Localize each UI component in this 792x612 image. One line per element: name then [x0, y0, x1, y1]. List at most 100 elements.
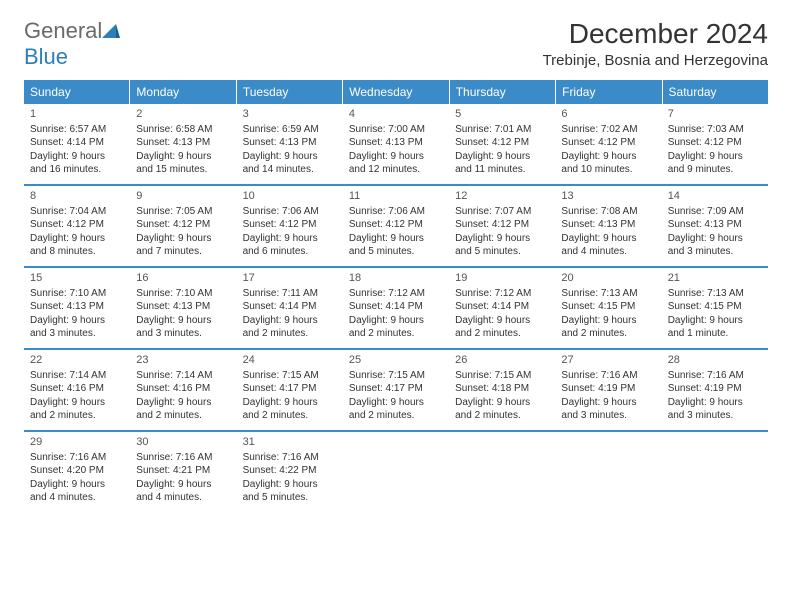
daylight-label: Daylight: 9 hours and 2 minutes.: [30, 396, 124, 423]
day-number: 1: [30, 107, 124, 122]
day-number: 24: [243, 353, 337, 368]
daylight-label: Daylight: 9 hours and 7 minutes.: [136, 232, 230, 259]
daylight-label: Daylight: 9 hours and 2 minutes.: [136, 396, 230, 423]
sunset-label: Sunset: 4:12 PM: [455, 136, 549, 150]
brand-word1: General: [24, 18, 102, 43]
sunrise-label: Sunrise: 7:07 AM: [455, 205, 549, 219]
day-number: 18: [349, 271, 443, 286]
sunset-label: Sunset: 4:12 PM: [455, 218, 549, 232]
week-row: 22Sunrise: 7:14 AMSunset: 4:16 PMDayligh…: [24, 348, 768, 430]
day-number: 7: [668, 107, 762, 122]
sunset-label: Sunset: 4:14 PM: [455, 300, 549, 314]
day-number: 13: [561, 189, 655, 204]
sunset-label: Sunset: 4:12 PM: [668, 136, 762, 150]
month-title: December 2024: [543, 18, 768, 50]
sunset-label: Sunset: 4:14 PM: [349, 300, 443, 314]
sunset-label: Sunset: 4:15 PM: [561, 300, 655, 314]
daylight-label: Daylight: 9 hours and 9 minutes.: [668, 150, 762, 177]
day-number: 27: [561, 353, 655, 368]
day-cell: 21Sunrise: 7:13 AMSunset: 4:15 PMDayligh…: [662, 268, 768, 348]
daylight-label: Daylight: 9 hours and 5 minutes.: [455, 232, 549, 259]
sunset-label: Sunset: 4:13 PM: [349, 136, 443, 150]
day-number: 21: [668, 271, 762, 286]
sunset-label: Sunset: 4:13 PM: [30, 300, 124, 314]
sunrise-label: Sunrise: 7:06 AM: [243, 205, 337, 219]
day-cell: 20Sunrise: 7:13 AMSunset: 4:15 PMDayligh…: [555, 268, 661, 348]
day-cell: 9Sunrise: 7:05 AMSunset: 4:12 PMDaylight…: [130, 186, 236, 266]
day-cell: 15Sunrise: 7:10 AMSunset: 4:13 PMDayligh…: [24, 268, 130, 348]
sunrise-label: Sunrise: 7:15 AM: [243, 369, 337, 383]
weekday-header: Friday: [556, 80, 662, 104]
daylight-label: Daylight: 9 hours and 6 minutes.: [243, 232, 337, 259]
day-cell: 16Sunrise: 7:10 AMSunset: 4:13 PMDayligh…: [130, 268, 236, 348]
day-cell: [449, 432, 555, 512]
day-number: 15: [30, 271, 124, 286]
sunrise-label: Sunrise: 7:12 AM: [349, 287, 443, 301]
weekday-header: Thursday: [450, 80, 556, 104]
sunrise-label: Sunrise: 7:01 AM: [455, 123, 549, 137]
daylight-label: Daylight: 9 hours and 3 minutes.: [561, 396, 655, 423]
brand-text: General Blue: [24, 18, 120, 70]
day-cell: 10Sunrise: 7:06 AMSunset: 4:12 PMDayligh…: [237, 186, 343, 266]
daylight-label: Daylight: 9 hours and 2 minutes.: [349, 396, 443, 423]
sail-icon: [102, 22, 120, 38]
daylight-label: Daylight: 9 hours and 8 minutes.: [30, 232, 124, 259]
daylight-label: Daylight: 9 hours and 2 minutes.: [561, 314, 655, 341]
daylight-label: Daylight: 9 hours and 1 minute.: [668, 314, 762, 341]
sunrise-label: Sunrise: 7:15 AM: [455, 369, 549, 383]
sunrise-label: Sunrise: 7:13 AM: [668, 287, 762, 301]
day-number: 3: [243, 107, 337, 122]
week-row: 29Sunrise: 7:16 AMSunset: 4:20 PMDayligh…: [24, 430, 768, 512]
daylight-label: Daylight: 9 hours and 3 minutes.: [136, 314, 230, 341]
sunset-label: Sunset: 4:19 PM: [668, 382, 762, 396]
day-number: 20: [561, 271, 655, 286]
day-number: 30: [136, 435, 230, 450]
day-cell: 29Sunrise: 7:16 AMSunset: 4:20 PMDayligh…: [24, 432, 130, 512]
day-number: 16: [136, 271, 230, 286]
sunrise-label: Sunrise: 7:16 AM: [136, 451, 230, 465]
sunset-label: Sunset: 4:14 PM: [243, 300, 337, 314]
day-cell: 8Sunrise: 7:04 AMSunset: 4:12 PMDaylight…: [24, 186, 130, 266]
sunset-label: Sunset: 4:15 PM: [668, 300, 762, 314]
day-cell: 3Sunrise: 6:59 AMSunset: 4:13 PMDaylight…: [237, 104, 343, 184]
sunset-label: Sunset: 4:16 PM: [136, 382, 230, 396]
day-cell: 5Sunrise: 7:01 AMSunset: 4:12 PMDaylight…: [449, 104, 555, 184]
week-row: 8Sunrise: 7:04 AMSunset: 4:12 PMDaylight…: [24, 184, 768, 266]
day-cell: 11Sunrise: 7:06 AMSunset: 4:12 PMDayligh…: [343, 186, 449, 266]
sunrise-label: Sunrise: 7:14 AM: [30, 369, 124, 383]
day-cell: [662, 432, 768, 512]
sunset-label: Sunset: 4:12 PM: [30, 218, 124, 232]
sunrise-label: Sunrise: 7:15 AM: [349, 369, 443, 383]
day-cell: 23Sunrise: 7:14 AMSunset: 4:16 PMDayligh…: [130, 350, 236, 430]
sunrise-label: Sunrise: 7:05 AM: [136, 205, 230, 219]
day-number: 19: [455, 271, 549, 286]
sunrise-label: Sunrise: 7:12 AM: [455, 287, 549, 301]
sunrise-label: Sunrise: 7:11 AM: [243, 287, 337, 301]
sunset-label: Sunset: 4:20 PM: [30, 464, 124, 478]
day-number: 6: [561, 107, 655, 122]
day-number: 9: [136, 189, 230, 204]
daylight-label: Daylight: 9 hours and 2 minutes.: [455, 396, 549, 423]
sunset-label: Sunset: 4:17 PM: [349, 382, 443, 396]
sunset-label: Sunset: 4:19 PM: [561, 382, 655, 396]
sunrise-label: Sunrise: 7:08 AM: [561, 205, 655, 219]
daylight-label: Daylight: 9 hours and 11 minutes.: [455, 150, 549, 177]
day-number: 28: [668, 353, 762, 368]
sunrise-label: Sunrise: 7:00 AM: [349, 123, 443, 137]
day-cell: 31Sunrise: 7:16 AMSunset: 4:22 PMDayligh…: [237, 432, 343, 512]
day-number: 5: [455, 107, 549, 122]
day-cell: 30Sunrise: 7:16 AMSunset: 4:21 PMDayligh…: [130, 432, 236, 512]
sunrise-label: Sunrise: 7:16 AM: [668, 369, 762, 383]
day-number: 11: [349, 189, 443, 204]
day-cell: 27Sunrise: 7:16 AMSunset: 4:19 PMDayligh…: [555, 350, 661, 430]
weekday-header: Saturday: [663, 80, 768, 104]
sunrise-label: Sunrise: 7:09 AM: [668, 205, 762, 219]
location-label: Trebinje, Bosnia and Herzegovina: [543, 52, 768, 69]
day-cell: 2Sunrise: 6:58 AMSunset: 4:13 PMDaylight…: [130, 104, 236, 184]
title-block: December 2024 Trebinje, Bosnia and Herze…: [543, 18, 768, 69]
daylight-label: Daylight: 9 hours and 14 minutes.: [243, 150, 337, 177]
sunset-label: Sunset: 4:22 PM: [243, 464, 337, 478]
day-cell: 22Sunrise: 7:14 AMSunset: 4:16 PMDayligh…: [24, 350, 130, 430]
sunset-label: Sunset: 4:13 PM: [561, 218, 655, 232]
page-header: General Blue December 2024 Trebinje, Bos…: [24, 18, 768, 70]
